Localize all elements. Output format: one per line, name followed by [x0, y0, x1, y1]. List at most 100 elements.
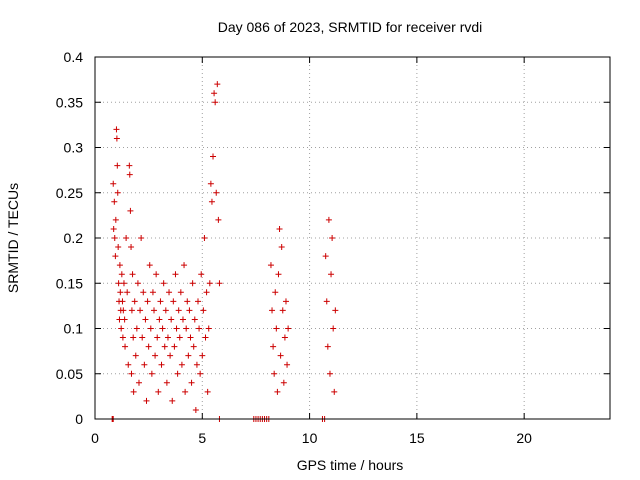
- data-point: [191, 316, 198, 323]
- data-point: [277, 352, 284, 359]
- data-point: [211, 90, 218, 97]
- x-tick-label: 15: [409, 430, 425, 446]
- data-point: [111, 235, 118, 241]
- data-point: [198, 271, 205, 278]
- data-point: [278, 244, 285, 251]
- y-tick-label: 0.3: [64, 140, 84, 156]
- y-tick-label: 0: [75, 411, 83, 427]
- data-point: [156, 316, 163, 323]
- data-point: [129, 271, 136, 278]
- data-point: [267, 262, 274, 269]
- data-point: [118, 325, 125, 332]
- data-point: [177, 289, 184, 296]
- data-point: [114, 189, 121, 196]
- data-point: [216, 280, 223, 287]
- data-point: [157, 298, 164, 305]
- data-point: [161, 343, 168, 350]
- data-point: [326, 370, 333, 377]
- data-point: [123, 235, 130, 241]
- data-point: [141, 361, 148, 368]
- data-point: [193, 361, 200, 368]
- data-point: [149, 289, 156, 296]
- y-tick-label: 0.25: [56, 185, 83, 201]
- data-point: [122, 343, 129, 350]
- y-tick-label: 0.15: [56, 275, 83, 291]
- data-point: [115, 280, 122, 287]
- data-point: [128, 370, 135, 377]
- data-point: [214, 81, 221, 88]
- data-point: [172, 271, 179, 278]
- data-point: [203, 289, 210, 296]
- data-point: [205, 325, 212, 332]
- data-point: [274, 388, 281, 395]
- data-point: [120, 307, 127, 314]
- data-points: [109, 81, 339, 422]
- data-point: [197, 370, 204, 377]
- data-point: [280, 379, 287, 386]
- data-point: [167, 352, 174, 359]
- data-point: [111, 198, 118, 205]
- data-point: [148, 370, 155, 377]
- data-point: [116, 316, 123, 323]
- data-point: [139, 334, 146, 341]
- data-point: [273, 325, 280, 332]
- data-point: [131, 298, 138, 305]
- y-tick-label: 0.2: [64, 230, 84, 246]
- data-point: [137, 307, 144, 314]
- data-point: [178, 361, 185, 368]
- data-point: [192, 406, 199, 413]
- data-point: [272, 289, 279, 296]
- data-point: [330, 325, 337, 332]
- chart-title: Day 086 of 2023, SRMTID for receiver rvd…: [218, 19, 483, 35]
- data-point: [324, 343, 331, 350]
- data-point: [185, 352, 192, 359]
- data-point: [188, 379, 195, 386]
- data-point: [204, 388, 211, 395]
- data-point: [171, 343, 178, 350]
- data-point: [329, 235, 336, 241]
- data-point: [170, 298, 177, 305]
- x-tick-label: 5: [198, 430, 206, 446]
- data-point: [325, 216, 332, 223]
- data-point: [147, 325, 154, 332]
- data-point: [159, 325, 166, 332]
- data-point: [158, 361, 165, 368]
- x-axis: 0 5 10 15 20: [91, 57, 532, 446]
- data-point: [207, 180, 214, 187]
- data-point: [163, 379, 170, 386]
- data-point: [282, 298, 289, 305]
- data-point: [284, 361, 291, 368]
- data-point: [121, 316, 128, 323]
- data-point: [285, 325, 292, 332]
- data-point: [212, 99, 219, 106]
- data-point: [130, 334, 137, 341]
- data-point: [196, 325, 203, 332]
- y-tick-label: 0.4: [64, 49, 84, 65]
- data-point: [176, 334, 183, 341]
- data-point: [275, 271, 282, 278]
- x-tick-label: 20: [516, 430, 532, 446]
- data-point: [155, 388, 162, 395]
- y-axis-label: SRMTID / TECUs: [5, 183, 21, 293]
- data-point: [128, 244, 135, 251]
- data-point: [328, 271, 335, 278]
- x-axis-label: GPS time / hours: [297, 457, 404, 473]
- data-point: [124, 289, 131, 296]
- data-point: [146, 262, 153, 269]
- data-point: [119, 298, 126, 305]
- grid-lines: [95, 57, 610, 419]
- data-point: [128, 307, 135, 314]
- data-point: [145, 343, 152, 350]
- y-tick-label: 0.35: [56, 94, 83, 110]
- y-tick-label: 0.05: [56, 366, 83, 382]
- data-point: [322, 253, 329, 260]
- data-point: [162, 307, 169, 314]
- data-point: [117, 289, 124, 296]
- data-point: [164, 334, 171, 341]
- data-point: [135, 379, 142, 386]
- data-point: [276, 225, 283, 232]
- data-point: [110, 180, 117, 187]
- data-point: [208, 198, 215, 205]
- data-point: [199, 352, 206, 359]
- data-point: [195, 298, 201, 305]
